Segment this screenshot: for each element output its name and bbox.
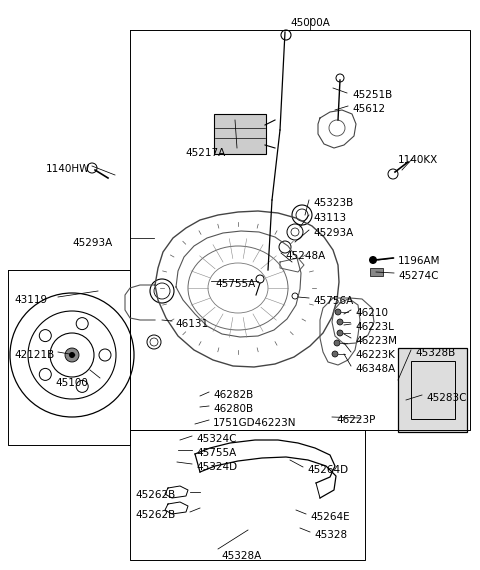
Circle shape bbox=[334, 340, 340, 346]
FancyBboxPatch shape bbox=[398, 348, 467, 432]
Text: 45100: 45100 bbox=[55, 378, 88, 388]
Text: 1196AM: 1196AM bbox=[398, 256, 441, 266]
Text: 45264D: 45264D bbox=[307, 465, 348, 475]
Text: 45755A: 45755A bbox=[215, 279, 255, 289]
Text: 43113: 43113 bbox=[313, 213, 346, 223]
Circle shape bbox=[65, 348, 79, 362]
Text: 46223K: 46223K bbox=[355, 350, 395, 360]
Text: 45217A: 45217A bbox=[185, 148, 225, 158]
Text: 46223P: 46223P bbox=[336, 415, 375, 425]
FancyBboxPatch shape bbox=[214, 114, 266, 154]
Text: 45262B: 45262B bbox=[135, 490, 175, 500]
Circle shape bbox=[69, 352, 75, 358]
Text: 45293A: 45293A bbox=[72, 238, 112, 248]
Text: 46131: 46131 bbox=[175, 319, 208, 329]
Text: 45251B: 45251B bbox=[352, 90, 392, 100]
Text: 45324C: 45324C bbox=[196, 434, 237, 444]
Text: 46282B: 46282B bbox=[213, 390, 253, 400]
Text: 46280B: 46280B bbox=[213, 404, 253, 414]
Text: 46210: 46210 bbox=[355, 308, 388, 318]
Text: 1140HW: 1140HW bbox=[46, 164, 90, 174]
Text: 45274C: 45274C bbox=[398, 271, 439, 281]
Text: 45264E: 45264E bbox=[310, 512, 349, 522]
Text: 45756A: 45756A bbox=[313, 296, 353, 306]
Text: 42121B: 42121B bbox=[14, 350, 54, 360]
Circle shape bbox=[335, 309, 341, 315]
Text: 45328A: 45328A bbox=[222, 551, 262, 561]
Text: 45248A: 45248A bbox=[285, 251, 325, 261]
Text: 45612: 45612 bbox=[352, 104, 385, 114]
Text: 45262B: 45262B bbox=[135, 510, 175, 520]
Text: 45323B: 45323B bbox=[313, 198, 353, 208]
Text: 46223M: 46223M bbox=[355, 336, 397, 346]
Text: 45328B: 45328B bbox=[415, 348, 455, 358]
Text: 46348A: 46348A bbox=[355, 364, 395, 374]
Text: 1140KX: 1140KX bbox=[398, 155, 438, 165]
Text: 45293A: 45293A bbox=[313, 228, 353, 238]
Text: 43119: 43119 bbox=[14, 295, 47, 305]
Circle shape bbox=[337, 330, 343, 336]
Text: 1751GD46223N: 1751GD46223N bbox=[213, 418, 297, 428]
Text: 45283C: 45283C bbox=[426, 393, 467, 403]
Text: 46223L: 46223L bbox=[355, 322, 394, 332]
Circle shape bbox=[337, 319, 343, 325]
FancyBboxPatch shape bbox=[370, 267, 383, 275]
Text: 45324D: 45324D bbox=[196, 462, 237, 472]
Circle shape bbox=[332, 351, 338, 357]
Text: 45755A: 45755A bbox=[196, 448, 236, 458]
Text: 45000A: 45000A bbox=[290, 18, 330, 28]
Circle shape bbox=[369, 256, 377, 264]
Text: 45328: 45328 bbox=[314, 530, 347, 540]
